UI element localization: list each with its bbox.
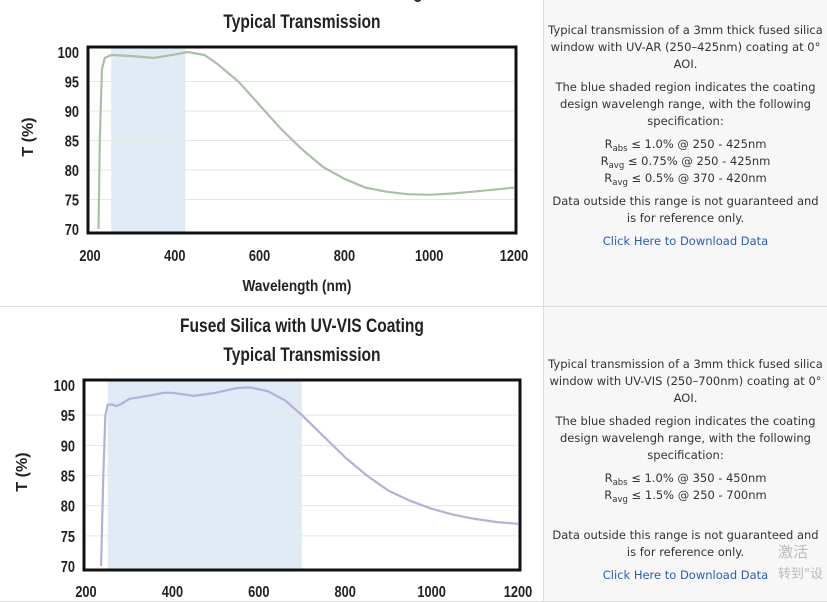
x-tick-label: 400: [164, 248, 185, 266]
spec-text: R: [604, 137, 613, 151]
spec-line: Rabs ≤ 1.0% @ 350 - 450nm: [546, 470, 825, 487]
y-tick-label: 85: [61, 468, 75, 486]
disclaimer: Data outside this range is not guarantee…: [552, 194, 819, 225]
spec-text: avg: [612, 495, 628, 505]
chart-description-panel: Typical transmission of a 3mm thick fuse…: [544, 307, 827, 601]
y-tick-label: 95: [61, 408, 75, 426]
chart-title: Fused Silica with UV-VIS Coating: [180, 315, 424, 337]
chart-subtitle: Typical Transmission: [223, 344, 380, 366]
y-tick-label: 80: [61, 498, 75, 516]
x-tick-label: 1000: [415, 248, 443, 266]
y-tick-label: 75: [61, 529, 75, 547]
spec-text: ≤ 1.5% @ 250 - 700nm: [627, 488, 767, 502]
spec-line: Ravg ≤ 0.5% @ 370 - 420nm: [546, 170, 825, 187]
x-tick-label: 800: [335, 584, 356, 602]
chart-row-uv-ar: Fused Silica with UV-AR Coating Typical T…: [0, 0, 827, 307]
spec-text: abs: [612, 144, 628, 154]
spec-text: ≤ 0.75% @ 250 - 425nm: [624, 154, 771, 168]
x-axis-label: Wavelength (nm): [243, 278, 352, 295]
y-tick-label: 100: [54, 378, 75, 396]
spec-text: R: [604, 171, 613, 185]
transmission-chart: Fused Silica with UV-AR Coating Typical T…: [20, 0, 528, 295]
x-tick-label: 600: [249, 248, 270, 266]
shaded-note: The blue shaded region indicates the coa…: [555, 80, 816, 128]
transmission-chart: Fused Silica with UV-VIS Coating Typical …: [14, 315, 532, 602]
spec-text: ≤ 0.5% @ 370 - 420nm: [627, 171, 767, 185]
download-data-link[interactable]: Click Here to Download Data: [602, 568, 769, 582]
shaded-note: The blue shaded region indicates the coa…: [555, 414, 816, 462]
y-tick-label: 70: [65, 222, 79, 240]
spec-list: Rabs ≤ 1.0% @ 350 - 450nm Ravg ≤ 1.5% @ 2…: [546, 470, 825, 504]
description: Typical transmission of a 3mm thick fuse…: [548, 23, 823, 71]
x-tick-label: 1000: [417, 584, 445, 602]
y-tick-label: 75: [65, 192, 79, 210]
y-tick-label: 100: [58, 45, 79, 63]
chart-subtitle: Typical Transmission: [223, 11, 380, 33]
x-tick-label: 800: [334, 248, 355, 266]
spec-line: Ravg ≤ 0.75% @ 250 - 425nm: [546, 153, 825, 170]
y-tick-label: 95: [65, 74, 79, 92]
spec-text: avg: [608, 161, 625, 171]
chart-row-uv-vis: Fused Silica with UV-VIS Coating Typical …: [0, 307, 827, 602]
spec-list: Rabs ≤ 1.0% @ 250 - 425nm Ravg ≤ 0.75% @ …: [546, 136, 825, 187]
y-tick-label: 90: [65, 104, 79, 122]
spec-line: Ravg ≤ 1.5% @ 250 - 700nm: [546, 487, 825, 504]
description: Typical transmission of a 3mm thick fuse…: [548, 357, 823, 405]
y-tick-label: 90: [61, 438, 75, 456]
chart-description-panel: Typical transmission of a 3mm thick fuse…: [544, 0, 827, 306]
x-tick-label: 600: [248, 584, 269, 602]
y-axis-label: T (%): [14, 452, 31, 491]
y-axis-label: T (%): [20, 117, 37, 156]
download-data-link[interactable]: Click Here to Download Data: [602, 234, 769, 248]
y-tick-label: 70: [61, 559, 75, 577]
spec-text: R: [604, 471, 613, 485]
spec-text: R: [604, 488, 613, 502]
spec-text: ≤ 1.0% @ 350 - 450nm: [627, 471, 767, 485]
plot-frame: [82, 378, 522, 572]
x-tick-label: 1200: [504, 584, 532, 602]
spec-line: Rabs ≤ 1.0% @ 250 - 425nm: [546, 136, 825, 153]
plot-frame: [86, 45, 518, 235]
x-tick-label: 400: [162, 584, 183, 602]
y-tick-label: 80: [65, 163, 79, 181]
disclaimer: Data outside this range is not guarantee…: [552, 528, 819, 559]
y-tick-label: 85: [65, 133, 79, 151]
spec-text: abs: [612, 478, 628, 488]
x-tick-label: 200: [79, 248, 100, 266]
x-tick-label: 1200: [500, 248, 528, 266]
transmission-curve: [97, 50, 515, 230]
spec-text: ≤ 1.0% @ 250 - 425nm: [627, 137, 767, 151]
spec-text: avg: [612, 178, 628, 188]
transmission-curve: [100, 386, 519, 567]
chart-panel: Fused Silica with UV-VIS Coating Typical …: [0, 307, 544, 601]
chart-panel: Fused Silica with UV-AR Coating Typical T…: [0, 0, 544, 306]
x-tick-label: 200: [75, 584, 96, 602]
chart-title: Fused Silica with UV-AR Coating: [181, 0, 422, 2]
spec-text: R: [600, 154, 609, 168]
